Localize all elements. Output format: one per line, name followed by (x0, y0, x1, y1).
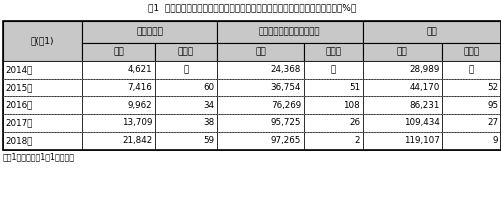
Bar (441, 114, 500, 132)
Bar (217, 21, 362, 43)
Bar (82, 132, 154, 150)
Text: 60: 60 (203, 83, 214, 92)
Text: 51: 51 (348, 83, 359, 92)
Text: 34: 34 (203, 101, 214, 110)
Bar (441, 79, 500, 96)
Text: 59: 59 (203, 136, 214, 145)
Text: 27: 27 (486, 118, 497, 127)
Text: 4,621: 4,621 (127, 65, 152, 74)
Text: 21,842: 21,842 (122, 136, 152, 145)
Text: 36,754: 36,754 (270, 83, 301, 92)
Text: （注1）各年とも1月1日時点。: （注1）各年とも1月1日時点。 (3, 153, 74, 162)
Bar (362, 96, 441, 114)
Bar (154, 43, 217, 61)
Text: 2: 2 (354, 136, 359, 145)
Text: 86,231: 86,231 (408, 101, 439, 110)
Text: プラグインハイブリッド車: プラグインハイブリッド車 (259, 28, 320, 37)
Bar (154, 96, 217, 114)
Text: 2014年: 2014年 (6, 65, 33, 74)
Bar (362, 79, 441, 96)
Bar (441, 43, 500, 61)
Text: 97,265: 97,265 (270, 136, 301, 145)
Text: 76,269: 76,269 (271, 101, 301, 110)
Bar (217, 61, 303, 79)
Bar (82, 43, 154, 61)
Text: 9: 9 (492, 136, 497, 145)
Bar (303, 96, 362, 114)
Bar (82, 21, 217, 43)
Text: 9,962: 9,962 (127, 101, 152, 110)
Text: 2015年: 2015年 (6, 83, 33, 92)
Bar (303, 132, 362, 150)
Bar (154, 114, 217, 132)
Text: 前年比: 前年比 (324, 47, 341, 56)
Text: 108: 108 (343, 101, 359, 110)
Text: 95,725: 95,725 (270, 118, 301, 127)
Bar (154, 132, 217, 150)
Bar (3, 21, 500, 150)
Text: －: － (183, 65, 188, 74)
Bar (303, 61, 362, 79)
Bar (82, 79, 154, 96)
Text: 95: 95 (486, 101, 497, 110)
Bar (303, 43, 362, 61)
Bar (303, 114, 362, 132)
Bar (3, 132, 82, 150)
Bar (217, 43, 303, 61)
Text: 109,434: 109,434 (403, 118, 439, 127)
Bar (154, 61, 217, 79)
Text: 44,170: 44,170 (408, 83, 439, 92)
Text: －: － (468, 65, 473, 74)
Bar (441, 61, 500, 79)
Text: 2017年: 2017年 (6, 118, 33, 127)
Text: 38: 38 (203, 118, 214, 127)
Bar (3, 96, 82, 114)
Text: 52: 52 (486, 83, 497, 92)
Text: 119,107: 119,107 (403, 136, 439, 145)
Text: 2018年: 2018年 (6, 136, 33, 145)
Bar (82, 61, 154, 79)
Bar (217, 96, 303, 114)
Text: －: － (330, 65, 335, 74)
Bar (362, 132, 441, 150)
Bar (362, 114, 441, 132)
Bar (303, 79, 362, 96)
Bar (217, 114, 303, 132)
Bar (3, 114, 82, 132)
Bar (441, 96, 500, 114)
Text: 合計: 合計 (425, 28, 436, 37)
Text: 26: 26 (348, 118, 359, 127)
Text: 24,368: 24,368 (270, 65, 301, 74)
Bar (217, 79, 303, 96)
Text: 台数: 台数 (113, 47, 124, 56)
Text: 前年比: 前年比 (462, 47, 478, 56)
Text: 電気自動車: 電気自動車 (136, 28, 163, 37)
Text: 年(注1): 年(注1) (31, 37, 54, 46)
Text: 7,416: 7,416 (127, 83, 152, 92)
Text: 表1  電気自動車およびプラグインハイブリッドの累積登録台数　（単位：台、%）: 表1 電気自動車およびプラグインハイブリッドの累積登録台数 （単位：台、%） (147, 3, 355, 12)
Bar (441, 132, 500, 150)
Bar (82, 96, 154, 114)
Bar (362, 21, 500, 43)
Text: 台数: 台数 (255, 47, 265, 56)
Text: 前年比: 前年比 (177, 47, 194, 56)
Bar (362, 43, 441, 61)
Text: 台数: 台数 (396, 47, 407, 56)
Bar (217, 132, 303, 150)
Bar (154, 79, 217, 96)
Bar (3, 21, 82, 61)
Bar (82, 114, 154, 132)
Bar (362, 61, 441, 79)
Text: 2016年: 2016年 (6, 101, 33, 110)
Text: 28,989: 28,989 (408, 65, 439, 74)
Bar (3, 61, 82, 79)
Bar (3, 79, 82, 96)
Text: 13,709: 13,709 (122, 118, 152, 127)
